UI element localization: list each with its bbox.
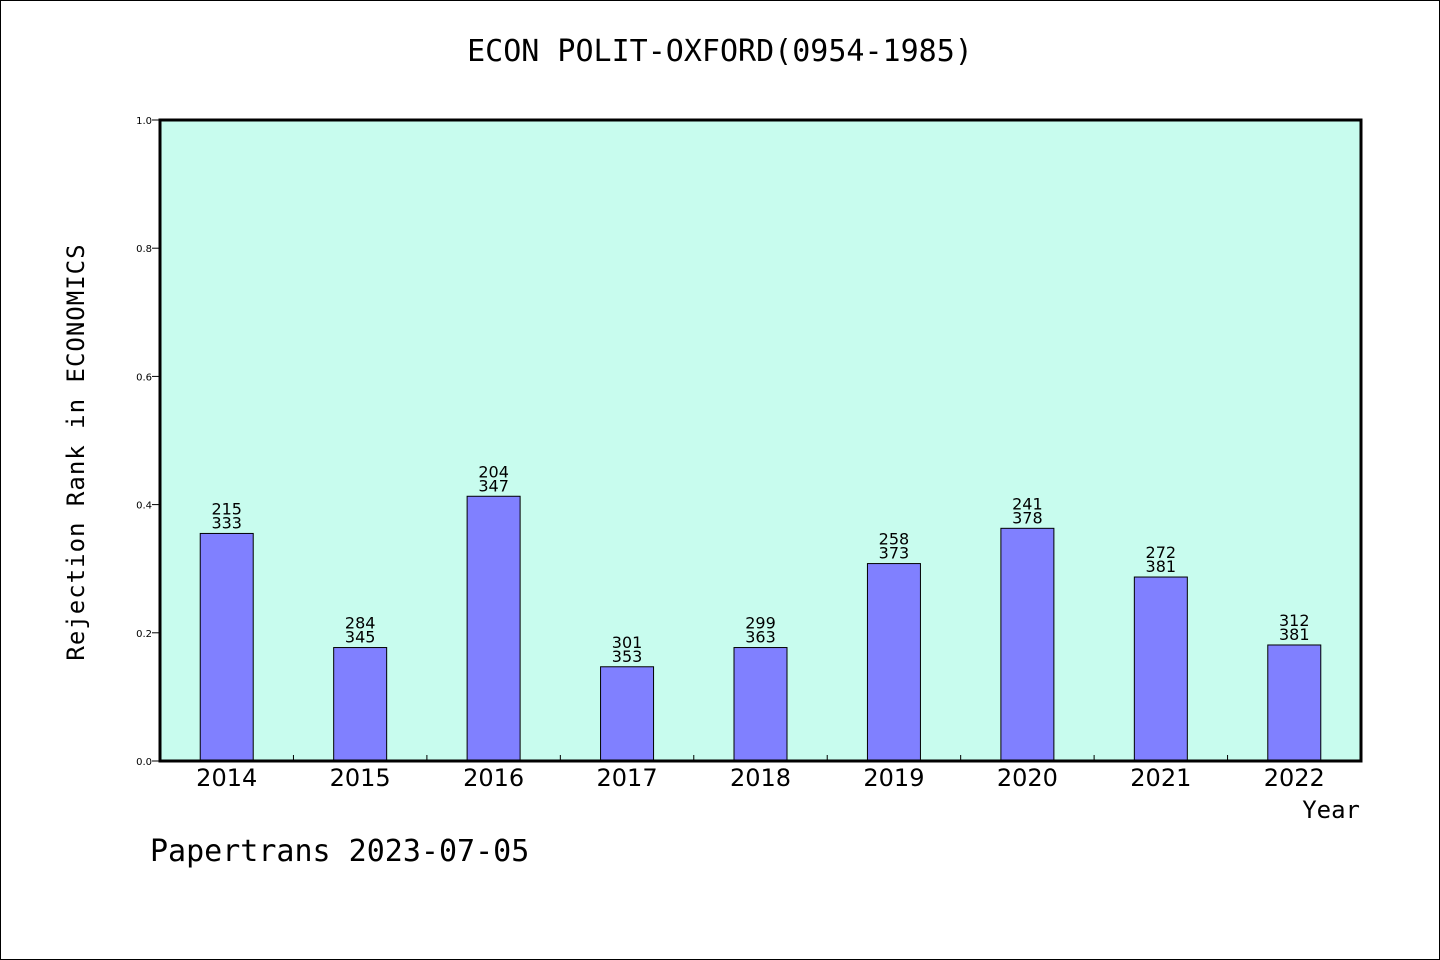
bar-2014 bbox=[199, 532, 254, 762]
bar-label-top: 284 bbox=[345, 614, 376, 633]
x-axis: 2014 2015 2016 2017 2018 2019 2020 2021 2022 bbox=[196, 755, 1325, 792]
bar-2019 bbox=[866, 563, 921, 762]
y-tick-label: 0.2 bbox=[136, 629, 152, 640]
bar-2022 bbox=[1267, 644, 1322, 762]
bar-label-top: 241 bbox=[1012, 494, 1043, 513]
x-tick-label: 2022 bbox=[1264, 764, 1325, 792]
plot-border bbox=[158, 118, 1363, 763]
bar-label-bottom: 363 bbox=[745, 628, 776, 647]
bar-2016 bbox=[466, 495, 521, 762]
bar-label-top: 299 bbox=[745, 614, 776, 633]
bar-2020 bbox=[1000, 527, 1055, 762]
bar-label-top: 301 bbox=[612, 633, 643, 652]
y-tick-label: 0.8 bbox=[136, 244, 152, 255]
bar-2017 bbox=[600, 666, 655, 762]
x-tick-label: 2014 bbox=[196, 764, 257, 792]
bars: 2153332843452043473013532993632583732413… bbox=[199, 462, 1322, 762]
x-tick-label: 2017 bbox=[597, 764, 658, 792]
bar-label-bottom: 378 bbox=[1012, 508, 1043, 527]
bar-2021 bbox=[1133, 576, 1188, 762]
y-tick-label: 0.4 bbox=[136, 501, 152, 512]
bar-label-top: 258 bbox=[879, 530, 910, 549]
bar-2018 bbox=[733, 647, 788, 762]
bar-label-bottom: 353 bbox=[612, 647, 643, 666]
bar-label-top: 204 bbox=[478, 462, 509, 481]
y-axis: 0.0 0.2 0.4 0.6 0.8 1.0 bbox=[136, 116, 160, 768]
bar-label-bottom: 345 bbox=[345, 628, 376, 647]
footer-text: Papertrans 2023-07-05 bbox=[150, 834, 530, 869]
y-tick-label: 0.6 bbox=[136, 372, 152, 383]
bar-label-top: 272 bbox=[1146, 543, 1177, 562]
x-tick-label: 2015 bbox=[330, 764, 391, 792]
x-tick-label: 2020 bbox=[997, 764, 1058, 792]
bar-label-bottom: 381 bbox=[1146, 557, 1177, 576]
chart-title: ECON POLIT-OXFORD(0954-1985) bbox=[467, 34, 973, 69]
bar-label-bottom: 373 bbox=[879, 544, 910, 563]
y-tick-label: 0.0 bbox=[136, 757, 152, 768]
bar-label-bottom: 381 bbox=[1279, 625, 1310, 644]
x-tick-label: 2018 bbox=[730, 764, 791, 792]
bar-2015 bbox=[333, 647, 388, 762]
bar-label-top: 312 bbox=[1279, 611, 1310, 630]
y-tick-label: 1.0 bbox=[136, 116, 152, 127]
x-tick-label: 2019 bbox=[863, 764, 924, 792]
bar-label-bottom: 347 bbox=[478, 476, 509, 495]
bar-label-top: 215 bbox=[211, 499, 242, 518]
x-axis-label: Year bbox=[1302, 796, 1360, 824]
x-tick-label: 2016 bbox=[463, 764, 524, 792]
x-tick-label: 2021 bbox=[1130, 764, 1191, 792]
bar-label-bottom: 333 bbox=[211, 513, 242, 532]
